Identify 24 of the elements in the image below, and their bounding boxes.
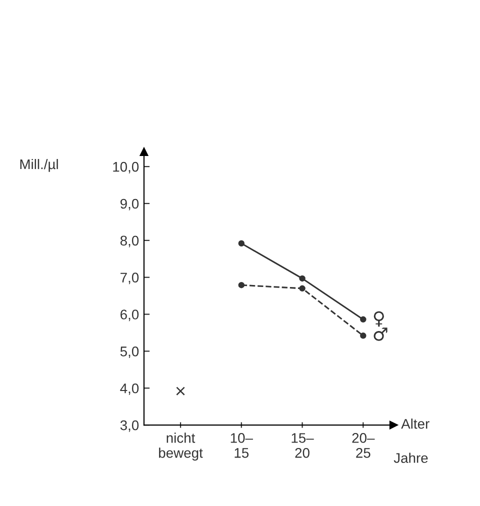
point (176, 386, 185, 396)
x-tick-label: 15– 20 (292, 433, 314, 458)
point (299, 275, 306, 282)
point (360, 332, 366, 339)
point (299, 285, 306, 292)
y-tick-label: 8,0 (120, 236, 139, 248)
text: Jahre (394, 452, 428, 463)
y-tick-label: 5,0 (120, 346, 139, 358)
y-tick-label: 3,0 (120, 420, 139, 432)
x-tick-label: 10– 15 (230, 433, 253, 458)
series-label: ♀ (374, 311, 384, 327)
x-tick-label: 20– 25 (352, 433, 375, 458)
y-tick-label: 9,0 (120, 198, 139, 210)
y-axis-title: Mill./µl (20, 158, 58, 172)
x-tick-label: nicht bewegt (159, 432, 203, 461)
y-tick-label: 6,0 (120, 310, 139, 322)
x-axis-title: Alter (401, 418, 430, 429)
point (238, 282, 245, 288)
y-tick-label: 10,0 (113, 162, 139, 174)
point (238, 240, 245, 246)
y-tick-label: 4,0 (120, 383, 139, 395)
series-label: ♂ (374, 328, 388, 341)
point (360, 316, 366, 323)
y-tick-label: 7,0 (120, 272, 139, 284)
